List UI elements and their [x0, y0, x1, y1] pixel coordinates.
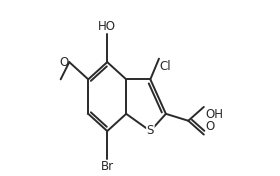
Text: S: S [147, 124, 154, 137]
Text: HO: HO [98, 20, 116, 33]
Text: O: O [206, 120, 215, 133]
Text: Br: Br [101, 160, 114, 173]
Text: OH: OH [206, 108, 223, 121]
Text: Cl: Cl [160, 60, 171, 73]
Text: O: O [59, 56, 68, 69]
